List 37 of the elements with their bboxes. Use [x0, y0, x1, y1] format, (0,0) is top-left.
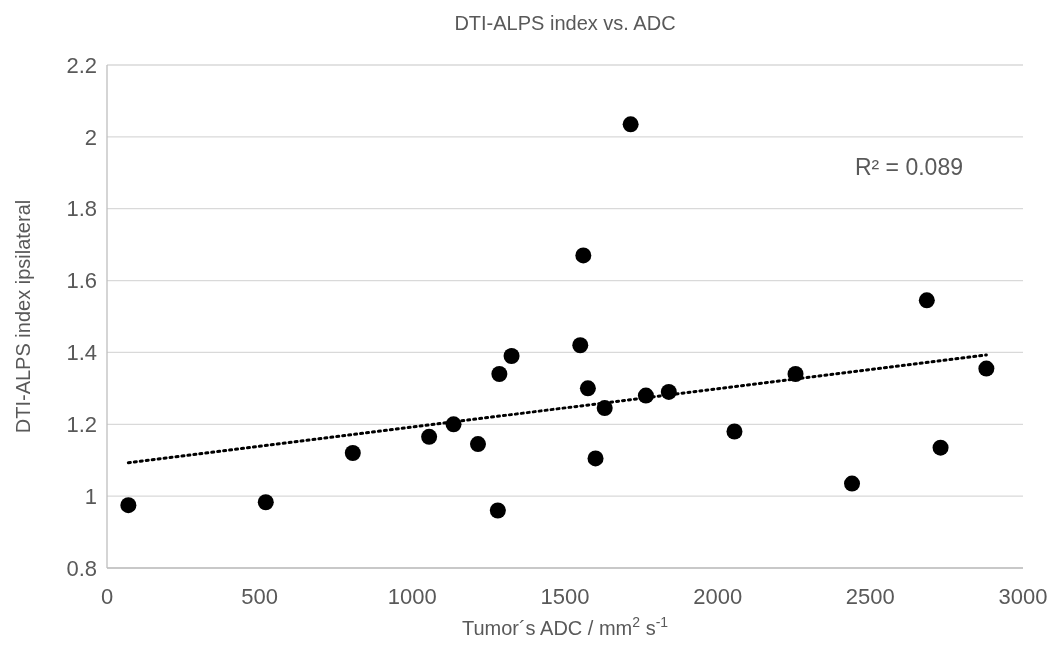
y-tick-label: 1.8 [66, 196, 97, 222]
point [579, 380, 596, 397]
annotation: R² = 0.089 [854, 154, 963, 180]
y-tick-label: 2 [84, 124, 97, 150]
y-tick-label: 1 [84, 483, 97, 509]
y-tick-label: 1.6 [66, 268, 97, 294]
point [344, 445, 361, 462]
point [575, 247, 592, 264]
point [421, 428, 438, 445]
point [726, 423, 743, 440]
point [489, 502, 506, 519]
point [918, 292, 935, 309]
x-tick-label: 500 [241, 584, 279, 609]
x-tick-label: 2500 [845, 584, 895, 609]
point [491, 365, 508, 382]
y-tick-label: 1.4 [66, 340, 97, 366]
point [932, 439, 949, 456]
point [572, 337, 589, 354]
x-tick-label: 3000 [998, 584, 1048, 609]
x-tick-label: 0 [100, 584, 114, 609]
y-tick-label: 0.8 [66, 555, 97, 581]
point [587, 450, 604, 467]
x-axis-title: Tumor´s ADC / mm$^{2}$ s$^{-1}$ [461, 614, 669, 639]
y-tick-label: 2.2 [66, 52, 97, 78]
x-tick-label: 2000 [693, 584, 743, 609]
point [844, 475, 861, 492]
point [978, 360, 995, 377]
x-tick-label: 1500 [540, 584, 590, 609]
chart-title: DTI-ALPS index vs. ADC [454, 12, 676, 34]
x-tick-label: 1000 [387, 584, 437, 609]
y-tick-label: 1.2 [66, 411, 97, 437]
y-axis-title: DTI-ALPS index ipsilateral [12, 199, 34, 434]
point [503, 348, 520, 365]
point [120, 497, 137, 514]
point [257, 494, 274, 511]
point [469, 436, 486, 453]
point [622, 116, 639, 133]
